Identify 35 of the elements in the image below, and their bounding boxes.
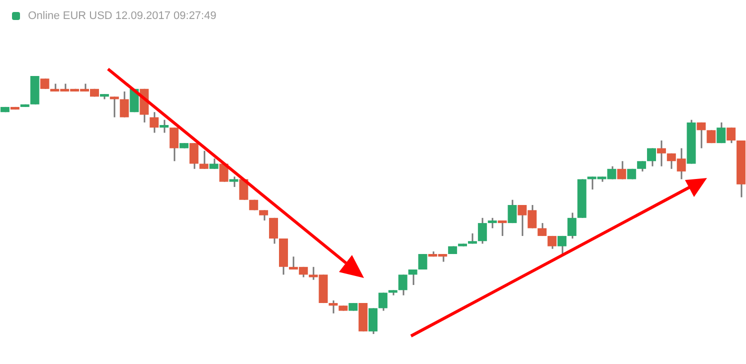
candlestick	[368, 307, 378, 335]
candlestick	[567, 212, 576, 240]
candlestick	[637, 160, 646, 172]
candlestick	[548, 235, 557, 250]
candlestick	[478, 217, 487, 244]
candlestick	[538, 222, 547, 237]
candlestick	[418, 253, 428, 270]
candlestick	[408, 268, 418, 286]
candlestick	[229, 176, 238, 188]
candlestick	[716, 122, 726, 144]
chart-title: Online EUR USD 12.09.2017 09:27:49	[28, 10, 216, 22]
candlestick	[706, 129, 716, 144]
candlestick	[40, 78, 50, 90]
candlestick	[269, 217, 278, 244]
candlestick	[398, 274, 408, 296]
candlestick	[110, 96, 119, 118]
candlestick	[498, 220, 507, 237]
candlestick	[160, 119, 169, 134]
candlestick	[170, 126, 179, 162]
candlestick	[647, 147, 656, 168]
candlestick	[209, 158, 218, 170]
candlestick	[378, 292, 388, 312]
candlestick	[199, 150, 208, 170]
candlestick	[656, 140, 666, 168]
candlestick	[508, 199, 517, 224]
candlestick	[726, 126, 736, 144]
candlestick	[120, 90, 129, 118]
candlestick	[617, 160, 626, 180]
candlestick	[696, 122, 706, 149]
candlestick	[189, 142, 198, 170]
candlestick	[558, 235, 566, 255]
candlestick	[259, 209, 268, 222]
candlestick	[488, 217, 497, 229]
candlestick	[328, 300, 338, 314]
candlestick	[150, 111, 159, 134]
